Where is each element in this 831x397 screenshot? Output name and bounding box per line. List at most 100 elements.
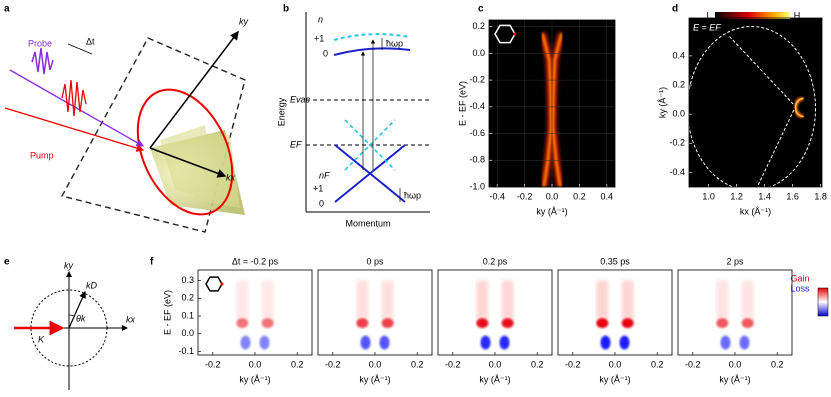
x-tick-label: 0.2	[411, 359, 424, 369]
x-axis-label: ky (Å⁻¹)	[479, 374, 510, 384]
streak	[356, 280, 369, 320]
x-tick-label: 0.2	[573, 191, 586, 201]
label: EF	[290, 139, 302, 149]
panel-label: a	[4, 4, 10, 15]
brillouin-zone	[205, 276, 223, 292]
legend-entry: Loss	[790, 283, 810, 293]
x-tick-label: -0.2	[565, 359, 581, 369]
plot-background	[558, 270, 672, 355]
y-tick-label: 0.0	[181, 328, 194, 338]
loss	[600, 335, 611, 350]
x-tick-label: 1.4	[758, 191, 771, 201]
label: n	[318, 14, 323, 24]
label: +1	[314, 33, 324, 43]
loss	[720, 335, 731, 350]
loss	[240, 335, 251, 350]
band	[552, 33, 563, 187]
y-tick-label: 0.4	[672, 50, 685, 60]
x-axis-label: ky (Å⁻¹)	[359, 374, 390, 384]
x-tick-label: 0.2	[771, 359, 784, 369]
plot-background	[198, 270, 312, 355]
label: K	[38, 334, 45, 344]
label: ky	[64, 260, 74, 270]
panel-label: e	[4, 257, 10, 268]
loss	[480, 335, 491, 350]
label: 0	[323, 48, 328, 58]
streak	[476, 280, 489, 320]
panel-title: 0 ps	[366, 256, 384, 266]
plot-frame	[677, 269, 793, 356]
label: kD	[86, 280, 98, 290]
x-tick-label: 1.6	[786, 191, 799, 201]
y-tick-label: 0.2	[472, 21, 485, 31]
loss	[619, 335, 630, 350]
pump-pulse	[61, 79, 87, 117]
probe-beam	[9, 69, 145, 147]
y-axis-label: ky (Å⁻¹)	[657, 87, 667, 118]
angle-arc	[68, 314, 75, 317]
loss	[259, 335, 270, 350]
band	[334, 144, 406, 203]
label: 0	[319, 198, 324, 208]
y-tick-label: 0.3	[181, 275, 194, 285]
label: Δt	[86, 36, 95, 46]
probe-pulse	[31, 47, 54, 75]
loss	[360, 335, 371, 350]
y-tick-label: -1.0	[469, 181, 485, 191]
band	[344, 119, 396, 171]
gain	[381, 318, 394, 329]
ring	[136, 88, 234, 216]
x-tick-label: -0.2	[325, 359, 341, 369]
x-axis-label: kx (Å⁻¹)	[740, 206, 771, 216]
image	[476, 280, 514, 350]
label: kx	[126, 314, 136, 324]
label: Pump	[30, 150, 54, 160]
y-tick-label: 0.1	[181, 310, 194, 320]
y-tick-label: -0.8	[469, 155, 485, 165]
y-tick-label: -0.4	[669, 167, 685, 177]
streak	[741, 280, 754, 320]
streak	[381, 280, 394, 320]
x-tick-label: 0.2	[291, 359, 304, 369]
colorbar-label: H	[794, 10, 801, 20]
kd-vector	[68, 290, 86, 329]
gain	[476, 318, 489, 329]
gain	[501, 318, 514, 329]
panel-title: 0.2 ps	[483, 256, 508, 266]
gain	[741, 318, 754, 329]
colorbar	[715, 12, 790, 19]
x-tick-label: 1.8	[814, 191, 827, 201]
loss	[739, 335, 750, 350]
y-tick-label: 0.0	[672, 109, 685, 119]
k-point	[220, 282, 224, 286]
label: ħωp	[386, 38, 403, 48]
y-tick-label: -0.4	[469, 101, 485, 111]
label: ħωp	[404, 190, 421, 200]
plot-frame	[688, 17, 823, 188]
y-tick-label: -0.2	[669, 138, 685, 148]
image	[596, 280, 634, 350]
streak	[621, 280, 634, 320]
label: Probe	[28, 38, 52, 48]
image	[539, 32, 565, 187]
plot-background	[438, 270, 552, 355]
streak	[716, 280, 729, 320]
axis-label: Momentum	[345, 218, 390, 228]
y-axis-label: E - EF (eV)	[162, 290, 172, 335]
streak	[236, 280, 249, 320]
panel-title: Δt = -0.2 ps	[232, 256, 279, 266]
x-tick-label: 0.0	[249, 359, 262, 369]
gain	[596, 318, 609, 329]
x-axis-label: ky (Å⁻¹)	[536, 206, 567, 216]
x-axis-label: ky (Å⁻¹)	[599, 374, 630, 384]
x-tick-label: 0.2	[531, 359, 544, 369]
k-point	[513, 32, 517, 36]
label: ky	[239, 16, 249, 26]
gain	[356, 318, 369, 329]
gain	[261, 318, 274, 329]
plot-frame	[317, 269, 433, 356]
gain	[236, 318, 249, 329]
diagram-b: n +1 0 ħωp Energy Evac EF nF +1 0 ħωp Mo…	[276, 12, 430, 228]
panel-label: d	[672, 4, 678, 15]
y-tick-label: -0.2	[469, 74, 485, 84]
